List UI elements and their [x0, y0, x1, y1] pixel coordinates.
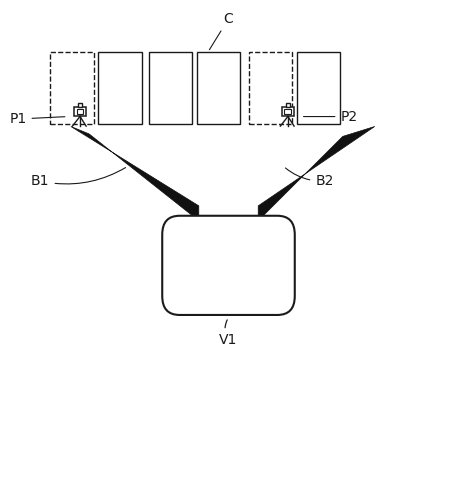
Text: P2: P2 — [303, 110, 357, 124]
Bar — [197, 52, 240, 124]
Bar — [286, 103, 290, 107]
Bar — [149, 52, 192, 124]
Bar — [74, 107, 86, 117]
Polygon shape — [258, 126, 375, 221]
Text: C: C — [209, 12, 234, 50]
Polygon shape — [71, 126, 199, 221]
Bar — [297, 52, 340, 124]
FancyBboxPatch shape — [162, 216, 295, 315]
Bar — [50, 52, 94, 124]
Bar — [282, 107, 294, 117]
Bar — [76, 109, 83, 115]
Bar — [249, 52, 292, 124]
Text: B1: B1 — [31, 168, 126, 188]
Text: V1: V1 — [219, 320, 238, 347]
Text: P1: P1 — [9, 112, 65, 126]
Text: B2: B2 — [286, 168, 334, 188]
Bar — [78, 103, 82, 107]
Bar — [98, 52, 142, 124]
Bar — [284, 109, 292, 115]
